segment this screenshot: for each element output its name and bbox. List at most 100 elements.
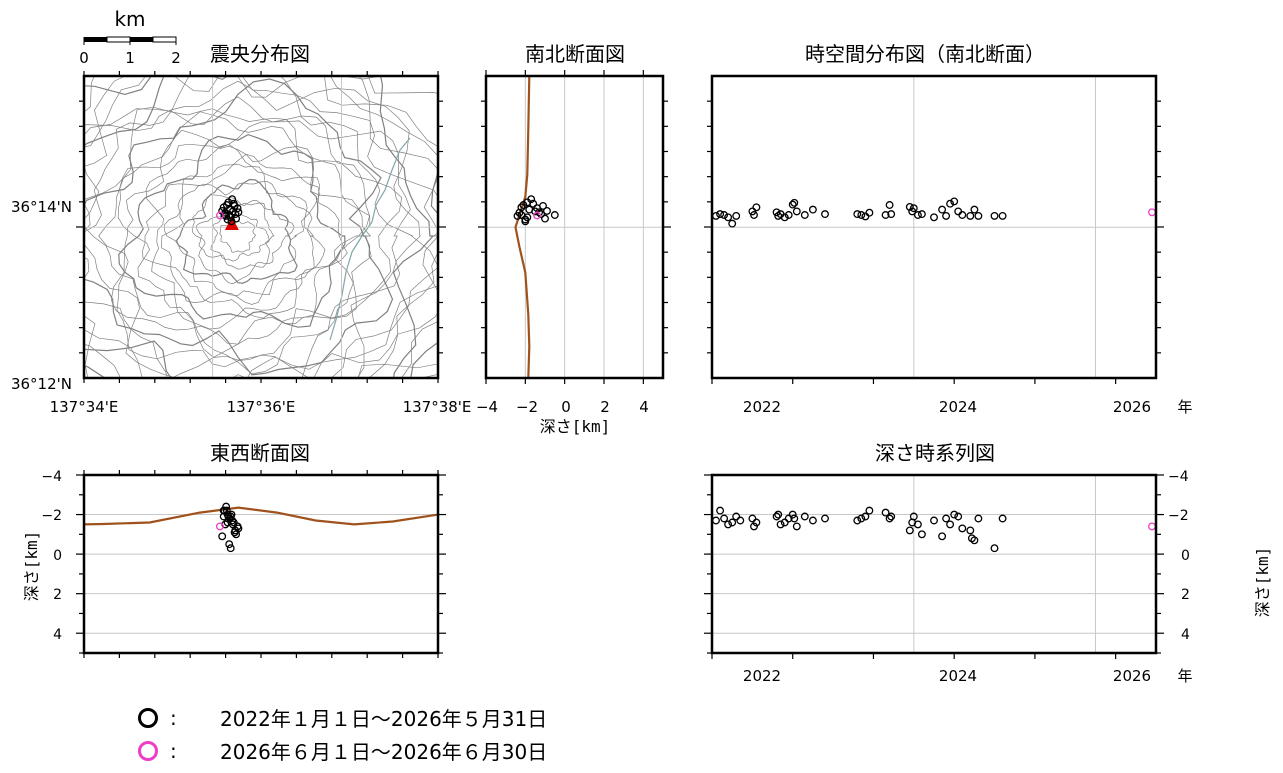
ts-depth-tick-label: −2 [1168,508,1189,524]
recent-earthquake-point [1148,208,1156,217]
earthquake-point [885,514,894,523]
earthquake-point [998,211,1007,220]
scale-bar: km 0 1 2 [79,7,181,67]
earthquake-point [716,506,725,515]
axis-labels: 137°34'E 137°36'E 137°38'E 36°12'N 36°14… [11,198,1272,685]
earthquake-point [220,506,229,515]
earthquake-point [800,512,809,521]
legend-colon: : [170,738,177,763]
earthquake-point [950,510,959,519]
legend-entry-new: : 2026年６月１日〜2026年６月30日 [138,736,547,765]
earthquake-point [732,211,741,220]
earthquake-point [913,520,922,529]
earthquake-point [990,544,999,553]
contour-line [164,180,308,305]
panel-frame [82,473,440,655]
earthquake-point [885,201,894,209]
scale-segment [106,36,131,43]
earthquake-point [230,201,239,210]
earthquake-point [788,200,797,209]
contour-line [145,144,348,330]
earthquake-point [930,213,938,222]
earthquake-point [748,514,757,523]
earthquake-point [523,198,532,207]
ts-year-tick: 2022 [743,667,781,685]
contour-line [175,178,298,284]
recent-earthquake-point [215,522,224,531]
contour-line [84,96,411,378]
contour-line [324,76,438,378]
contour-line [117,143,371,358]
earthquake-point [881,508,890,517]
earthquake-point [539,201,547,210]
earthquake-point [958,524,967,533]
legend-period-text: 2022年１月１日〜2026年５月31日 [220,707,548,731]
contour-line [195,202,275,270]
earthquake-point [222,502,231,511]
earthquake-point [954,512,963,521]
epicenter-map-title: 震央分布図 [210,42,310,66]
earthquake-point [946,199,955,208]
ns-depth-tick-label: −4 [476,398,498,416]
earthquake-point [942,514,951,523]
earthquake-point [865,208,874,217]
earthquake-point [821,210,829,219]
earthquake-point [930,516,938,525]
earthquake-point [234,208,243,217]
earthquake-point [219,203,228,212]
map-lon-tick-label: 137°36'E [227,398,296,416]
legend-colon: : [170,705,177,730]
recent-earthquake-point [215,211,224,220]
earthquake-point [784,211,793,219]
earthquake-point [913,211,922,219]
earthquake-point [772,208,781,217]
contour-line [191,194,295,284]
ts-depth-tick-label: 2 [1181,587,1190,603]
contour-line [84,76,438,378]
ew-depth-tick-label: 0 [53,548,62,564]
earthquake-point [998,514,1007,523]
earthquake-point [220,211,229,219]
earthquake-point [780,518,789,527]
panel-frames [76,70,1164,659]
earthquake-point [788,510,797,519]
earthquake-point [938,205,947,214]
earthquake-point [229,207,237,216]
contour-line [84,115,370,375]
ts-depth-tick-label: −4 [1168,469,1189,485]
scale-segment [152,36,177,43]
legend-entry-old: : 2022年１月１日〜2026年５月31日 [138,703,547,732]
earthquake-point [909,204,918,213]
contour-line [84,76,438,378]
earthquake-point [974,211,983,220]
scale-tick-label: 0 [79,49,89,67]
earthquake-point [521,217,530,226]
legend-magenta-circle-icon [138,740,158,761]
earthquake-point [513,211,522,220]
earthquake-point [227,217,236,226]
earthquake-point [792,207,801,216]
earthquake-point [792,522,801,531]
earthquake-point [857,514,866,523]
earthquake-point [772,512,781,521]
volcano-triangle-marker [224,217,239,231]
earthquake-point [732,512,741,521]
ns-depth-tick-label: −2 [516,398,538,416]
earthquake-point [712,516,720,525]
earthquake-point [917,210,926,219]
ts-year-tick: 2026 [1113,667,1151,685]
earthquake-point [966,526,975,535]
earthquake-point [224,198,233,207]
contour-line [118,133,346,328]
earthquake-point [905,526,914,535]
topographic-contours [84,76,438,378]
earthquake-point [887,210,896,219]
ns-section-title: 南北断面図 [525,42,625,66]
ts-depth-axis-label: 深さ[km] [1253,547,1272,618]
earthquake-point [716,210,725,219]
scale-segment [130,37,153,42]
contour-line [84,76,438,378]
earthquake-point [776,520,785,529]
